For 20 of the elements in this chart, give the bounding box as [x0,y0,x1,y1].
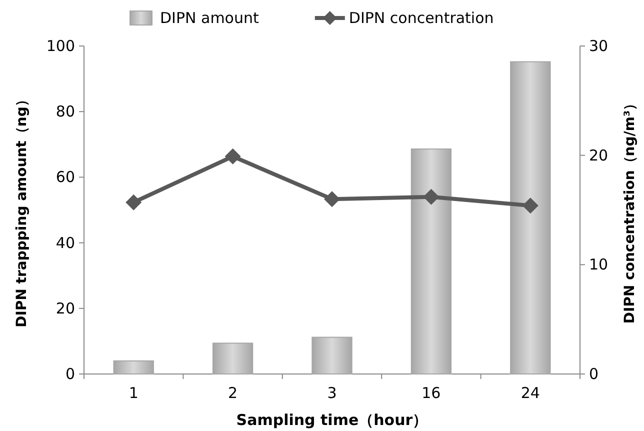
x-axis-title: Sampling time（hour） [236,411,428,429]
y-tick-label: 80 [56,102,75,121]
y2-tick-label: 10 [589,256,608,274]
y2-tick-label: 0 [589,365,599,383]
y-axis-title: DIPN trappping amount（ng） [14,92,30,328]
y2-tick-label: 30 [589,37,608,55]
y-tick-label: 60 [56,168,75,186]
legend-label: DIPN concentration [348,9,494,27]
y-tick-label: 100 [46,37,75,55]
x-tick-label: 2 [228,384,238,402]
x-tick-label: 24 [520,384,540,402]
y-tick-label: 40 [56,234,75,252]
y2-axis-title: DIPN concentration（ng/m³） [622,96,638,324]
y-tick-label: 20 [56,299,75,318]
legend-label: DIPN amount [160,9,260,27]
x-tick-label: 1 [128,384,138,402]
y2-tick-label: 20 [589,146,608,164]
x-tick-label: 3 [327,384,337,402]
y-tick-label: 0 [65,365,75,383]
x-tick-label: 16 [422,384,441,402]
